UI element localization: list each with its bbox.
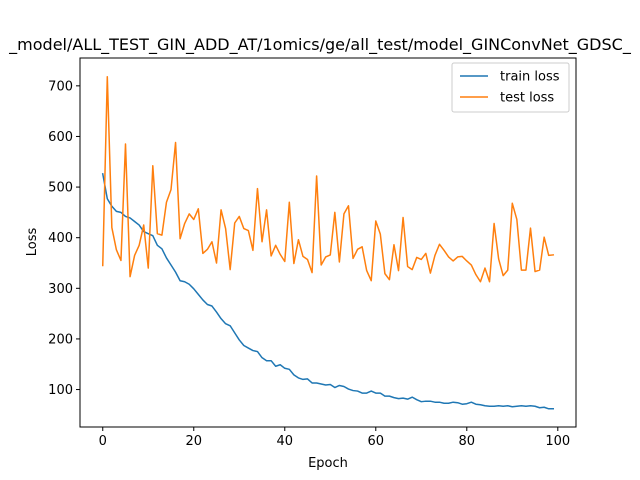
y-axis: 100 200 300 400 500 600 700 <box>48 79 80 398</box>
y-tick-label: 700 <box>48 79 73 94</box>
x-tick-label: 80 <box>459 434 476 449</box>
x-tick-label: 100 <box>545 434 570 449</box>
y-tick-label: 100 <box>48 383 73 398</box>
x-axis: 0 20 40 60 80 100 <box>99 427 570 449</box>
y-tick-label: 500 <box>48 181 73 196</box>
legend: train loss test loss <box>451 62 570 113</box>
x-tick-label: 0 <box>99 434 107 449</box>
y-tick-label: 300 <box>48 282 73 297</box>
series-line-train-loss <box>101 173 554 410</box>
y-tick-label: 200 <box>48 332 73 347</box>
x-tick-label: 60 <box>368 434 385 449</box>
chart-title: _model/ALL_TEST_GIN_ADD_AT/1omics/ge/all… <box>8 35 632 55</box>
y-tick-label: 600 <box>48 130 73 145</box>
y-tick-label: 400 <box>48 231 73 246</box>
plot-frame <box>79 57 577 428</box>
x-axis-label: Epoch <box>308 456 348 471</box>
plot-area <box>79 57 577 428</box>
series-line-test-loss <box>101 75 555 283</box>
series-lines <box>101 75 555 410</box>
y-axis-label: Loss <box>25 228 40 257</box>
legend-label: test loss <box>500 91 554 106</box>
legend-label: train loss <box>500 70 560 85</box>
x-tick-label: 20 <box>185 434 202 449</box>
x-tick-label: 40 <box>276 434 293 449</box>
